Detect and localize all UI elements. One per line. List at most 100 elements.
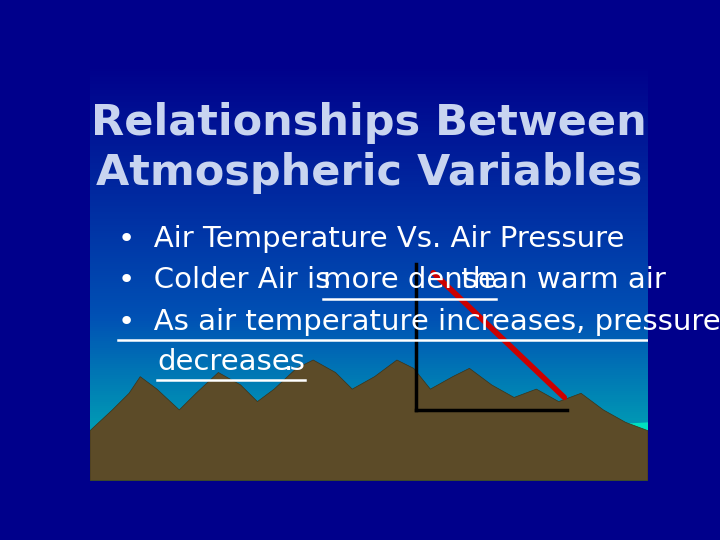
Bar bbox=[90, 238, 648, 239]
Bar bbox=[90, 277, 648, 279]
Bar bbox=[90, 268, 648, 271]
Bar bbox=[90, 165, 648, 167]
Bar bbox=[90, 190, 648, 192]
Bar bbox=[90, 127, 648, 129]
Bar bbox=[90, 262, 648, 265]
Bar bbox=[90, 160, 648, 163]
Bar bbox=[90, 358, 648, 360]
Bar bbox=[90, 208, 648, 210]
Bar bbox=[90, 337, 648, 339]
Bar bbox=[90, 87, 648, 90]
Bar bbox=[90, 424, 648, 427]
Bar bbox=[90, 225, 648, 227]
Bar bbox=[90, 292, 648, 294]
Bar bbox=[90, 246, 648, 248]
Bar bbox=[90, 474, 648, 476]
Bar bbox=[90, 239, 648, 241]
Bar bbox=[90, 254, 648, 256]
Bar bbox=[90, 250, 648, 252]
Bar bbox=[90, 379, 648, 381]
Bar bbox=[90, 289, 648, 292]
Bar bbox=[90, 133, 648, 136]
Polygon shape bbox=[90, 360, 648, 481]
Bar bbox=[90, 362, 648, 364]
Bar bbox=[90, 212, 648, 214]
Bar bbox=[90, 119, 648, 121]
Bar bbox=[90, 136, 648, 138]
Bar bbox=[90, 235, 648, 238]
Bar bbox=[90, 82, 648, 84]
Bar bbox=[90, 327, 648, 329]
Bar bbox=[90, 412, 648, 414]
Bar bbox=[90, 460, 648, 462]
Bar bbox=[90, 241, 648, 244]
Bar bbox=[90, 366, 648, 368]
Bar bbox=[90, 285, 648, 287]
Bar bbox=[90, 356, 648, 358]
Bar bbox=[90, 429, 648, 431]
Bar bbox=[90, 456, 648, 458]
Bar bbox=[90, 402, 648, 404]
Bar bbox=[90, 331, 648, 333]
Bar bbox=[90, 158, 648, 160]
Bar bbox=[90, 113, 648, 114]
Bar bbox=[90, 472, 648, 474]
Bar bbox=[90, 400, 648, 402]
Bar bbox=[90, 196, 648, 198]
Bar bbox=[90, 314, 648, 316]
Bar bbox=[90, 410, 648, 412]
Bar bbox=[90, 173, 648, 175]
Bar bbox=[90, 152, 648, 154]
Bar bbox=[90, 449, 648, 451]
Bar bbox=[90, 121, 648, 123]
Bar bbox=[90, 304, 648, 306]
Bar bbox=[90, 187, 648, 190]
Bar bbox=[90, 470, 648, 472]
Bar bbox=[90, 123, 648, 125]
Bar bbox=[90, 65, 648, 67]
Bar bbox=[90, 183, 648, 185]
Bar bbox=[90, 319, 648, 321]
Bar bbox=[90, 343, 648, 346]
Bar bbox=[90, 360, 648, 362]
Bar bbox=[90, 131, 648, 133]
Bar bbox=[90, 258, 648, 260]
Bar bbox=[90, 435, 648, 437]
Bar bbox=[90, 281, 648, 283]
Bar bbox=[90, 466, 648, 468]
Bar bbox=[90, 85, 648, 87]
Text: than warm air: than warm air bbox=[451, 266, 665, 294]
Text: •  Colder Air is: • Colder Air is bbox=[118, 266, 340, 294]
Bar bbox=[90, 94, 648, 96]
Bar bbox=[90, 98, 648, 100]
Bar bbox=[90, 431, 648, 433]
Bar bbox=[90, 75, 648, 77]
Bar bbox=[90, 321, 648, 322]
Bar bbox=[90, 150, 648, 152]
Bar bbox=[90, 252, 648, 254]
Bar bbox=[90, 325, 648, 327]
Bar bbox=[90, 383, 648, 385]
Text: more dense: more dense bbox=[323, 266, 496, 294]
Bar bbox=[90, 406, 648, 408]
Bar bbox=[90, 454, 648, 456]
Bar bbox=[90, 393, 648, 395]
Bar bbox=[90, 125, 648, 127]
Bar bbox=[90, 185, 648, 187]
Bar bbox=[90, 202, 648, 204]
Bar bbox=[90, 223, 648, 225]
Bar bbox=[90, 346, 648, 348]
Bar bbox=[90, 348, 648, 349]
Bar bbox=[90, 156, 648, 158]
Bar bbox=[90, 265, 648, 266]
Bar bbox=[90, 329, 648, 331]
Bar bbox=[90, 256, 648, 258]
Bar bbox=[90, 294, 648, 295]
Bar bbox=[90, 229, 648, 231]
Bar bbox=[90, 295, 648, 298]
Bar bbox=[90, 397, 648, 400]
Text: Relationships Between
Atmospheric Variables: Relationships Between Atmospheric Variab… bbox=[91, 102, 647, 194]
Bar bbox=[90, 300, 648, 302]
Bar bbox=[90, 204, 648, 206]
Bar bbox=[90, 117, 648, 119]
